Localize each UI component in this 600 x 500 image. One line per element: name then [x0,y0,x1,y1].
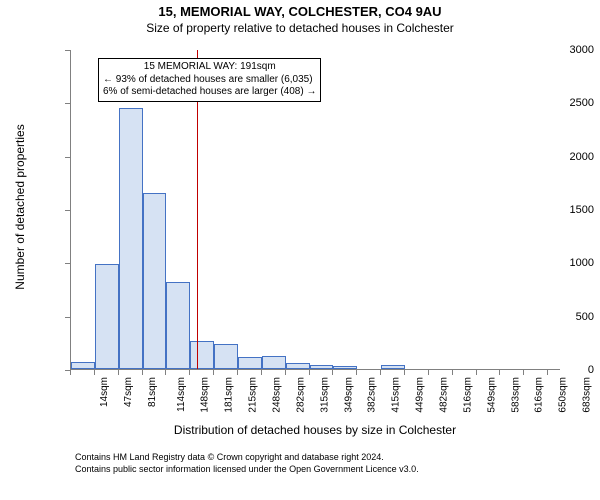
x-tick-mark [237,370,238,375]
x-tick-label: 215sqm [248,377,259,413]
histogram-bar [119,108,143,369]
histogram-bar [333,366,357,369]
annotation-line-1: 15 MEMORIAL WAY: 191sqm [103,61,316,74]
x-tick-label: 516sqm [462,377,473,413]
y-tick-label: 1000 [528,257,600,269]
title-line-2: Size of property relative to detached ho… [0,19,600,35]
x-tick-label: 583sqm [510,377,521,413]
x-tick-label: 315sqm [319,377,330,413]
x-tick-mark [118,370,119,375]
x-tick-label: 382sqm [367,377,378,413]
histogram-bar [71,362,95,369]
y-tick-label: 2000 [528,151,600,163]
y-tick-mark [65,263,70,264]
x-tick-mark [476,370,477,375]
x-tick-mark [189,370,190,375]
histogram-bar [238,357,262,369]
x-tick-label: 650sqm [558,377,569,413]
x-tick-label: 148sqm [200,377,211,413]
x-tick-label: 114sqm [175,377,186,412]
x-tick-mark [165,370,166,375]
x-tick-label: 482sqm [439,377,450,413]
chart-container: 15, MEMORIAL WAY, COLCHESTER, CO4 9AU Si… [0,0,600,500]
x-tick-mark [309,370,310,375]
x-tick-mark [261,370,262,375]
x-tick-mark [452,370,453,375]
x-tick-label: 415sqm [391,377,402,413]
x-tick-label: 181sqm [224,377,235,413]
x-tick-mark [380,370,381,375]
annotation-line-2: ← 93% of detached houses are smaller (6,… [103,74,316,87]
x-tick-mark [499,370,500,375]
x-tick-label: 449sqm [415,377,426,413]
annotation-box: 15 MEMORIAL WAY: 191sqm ← 93% of detache… [98,58,321,102]
x-tick-label: 683sqm [582,377,593,413]
x-tick-mark [332,370,333,375]
histogram-bar [381,365,405,369]
y-tick-label: 2500 [528,97,600,109]
y-tick-mark [65,157,70,158]
histogram-bar [214,344,238,369]
x-tick-label: 349sqm [343,377,354,413]
histogram-bar [286,363,310,369]
x-tick-mark [213,370,214,375]
footer-line-1: Contains HM Land Registry data © Crown c… [75,452,419,464]
x-tick-mark [285,370,286,375]
y-tick-mark [65,210,70,211]
annotation-line-3: 6% of semi-detached houses are larger (4… [103,86,316,99]
x-tick-mark [142,370,143,375]
x-tick-mark [523,370,524,375]
y-tick-mark [65,103,70,104]
footer-line-2: Contains public sector information licen… [75,464,419,476]
y-tick-mark [65,50,70,51]
histogram-bar [95,264,119,369]
y-axis-title: Number of detached properties [13,107,27,307]
x-tick-label: 81sqm [147,377,158,407]
x-tick-label: 14sqm [99,377,110,407]
histogram-bar [310,365,334,369]
histogram-bar [166,282,190,369]
histogram-bar [190,341,214,369]
histogram-bar [143,193,167,369]
x-tick-mark [428,370,429,375]
x-tick-mark [547,370,548,375]
x-tick-mark [94,370,95,375]
histogram-bar [262,356,286,369]
y-tick-mark [65,317,70,318]
x-tick-mark [70,370,71,375]
y-tick-label: 0 [528,364,600,376]
x-tick-label: 616sqm [534,377,545,413]
x-tick-label: 549sqm [486,377,497,413]
footer-text: Contains HM Land Registry data © Crown c… [75,452,419,475]
x-tick-mark [356,370,357,375]
y-tick-label: 1500 [528,204,600,216]
x-axis-title: Distribution of detached houses by size … [70,423,560,437]
y-tick-label: 3000 [528,44,600,56]
x-tick-label: 282sqm [295,377,306,413]
x-tick-label: 248sqm [272,377,283,413]
title-line-1: 15, MEMORIAL WAY, COLCHESTER, CO4 9AU [0,0,600,19]
x-tick-label: 47sqm [123,377,134,407]
y-tick-label: 500 [528,311,600,323]
x-tick-mark [404,370,405,375]
